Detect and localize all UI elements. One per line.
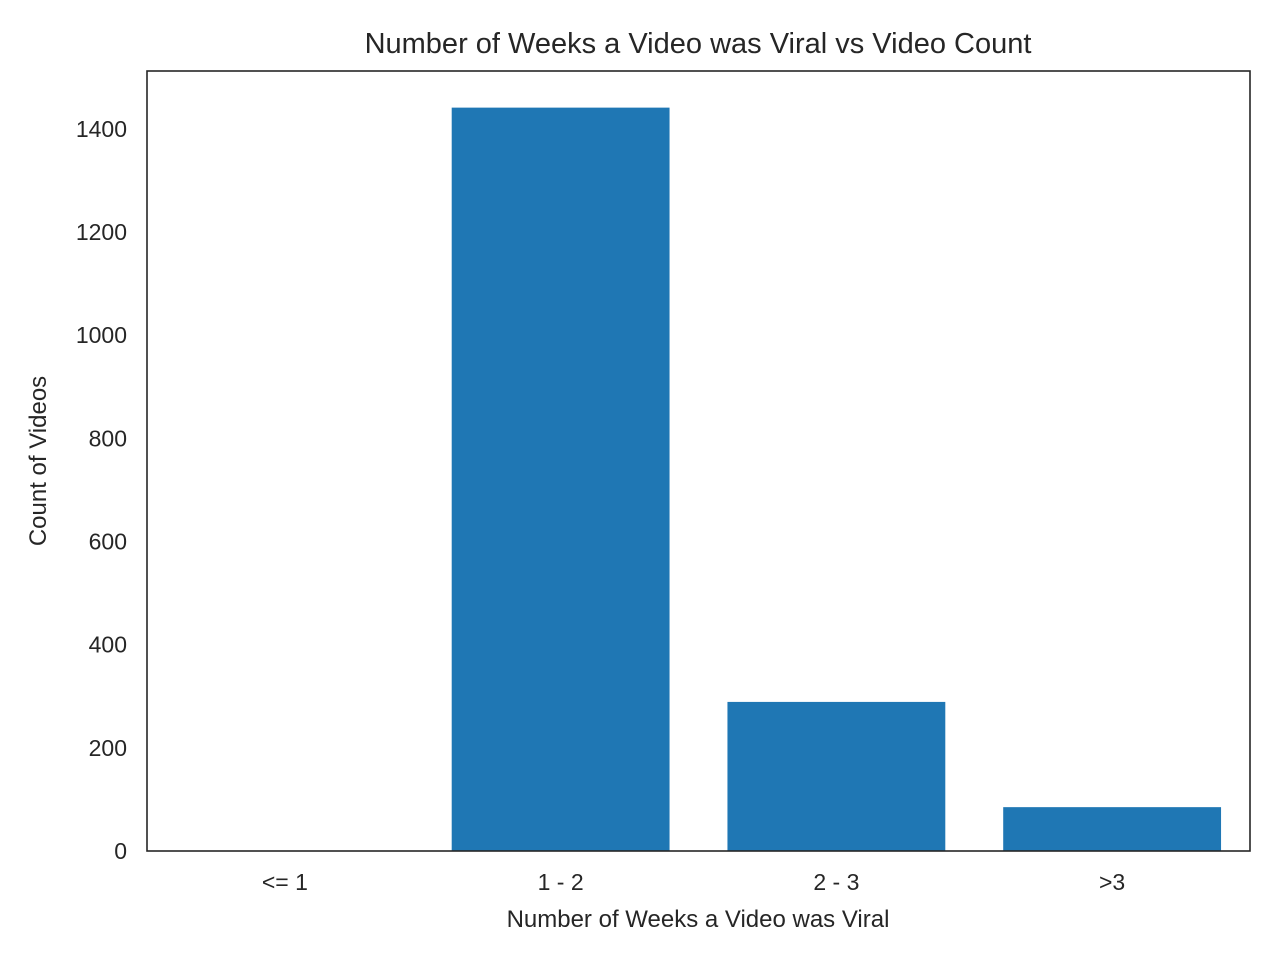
y-tick-label: 600 bbox=[89, 528, 127, 554]
bar bbox=[451, 107, 670, 852]
x-axis-label: Number of Weeks a Video was Viral bbox=[507, 906, 890, 933]
bar bbox=[727, 701, 946, 851]
bars-group bbox=[451, 107, 1222, 852]
y-tick-label: 200 bbox=[89, 735, 127, 761]
chart-title: Number of Weeks a Video was Viral vs Vid… bbox=[365, 28, 1032, 60]
x-tick-label: >3 bbox=[1099, 869, 1125, 895]
y-tick-label: 0 bbox=[114, 838, 127, 864]
y-axis-label: Count of Videos bbox=[25, 376, 52, 546]
bar bbox=[1003, 807, 1222, 851]
x-tick-label: <= 1 bbox=[262, 869, 308, 895]
y-tick-label: 1400 bbox=[76, 116, 127, 142]
y-tick-label: 1000 bbox=[76, 322, 127, 348]
y-tick-label: 1200 bbox=[76, 219, 127, 245]
y-tick-label: 800 bbox=[89, 425, 127, 451]
x-tick-label: 2 - 3 bbox=[813, 869, 859, 895]
x-axis-ticks: <= 1 1 - 2 2 - 3 >3 bbox=[262, 869, 1125, 895]
x-tick-label: 1 - 2 bbox=[538, 869, 584, 895]
y-tick-label: 400 bbox=[89, 632, 127, 658]
plot-frame bbox=[146, 70, 1251, 852]
y-axis-ticks: 0 200 400 600 800 1000 1200 1400 bbox=[76, 116, 127, 864]
